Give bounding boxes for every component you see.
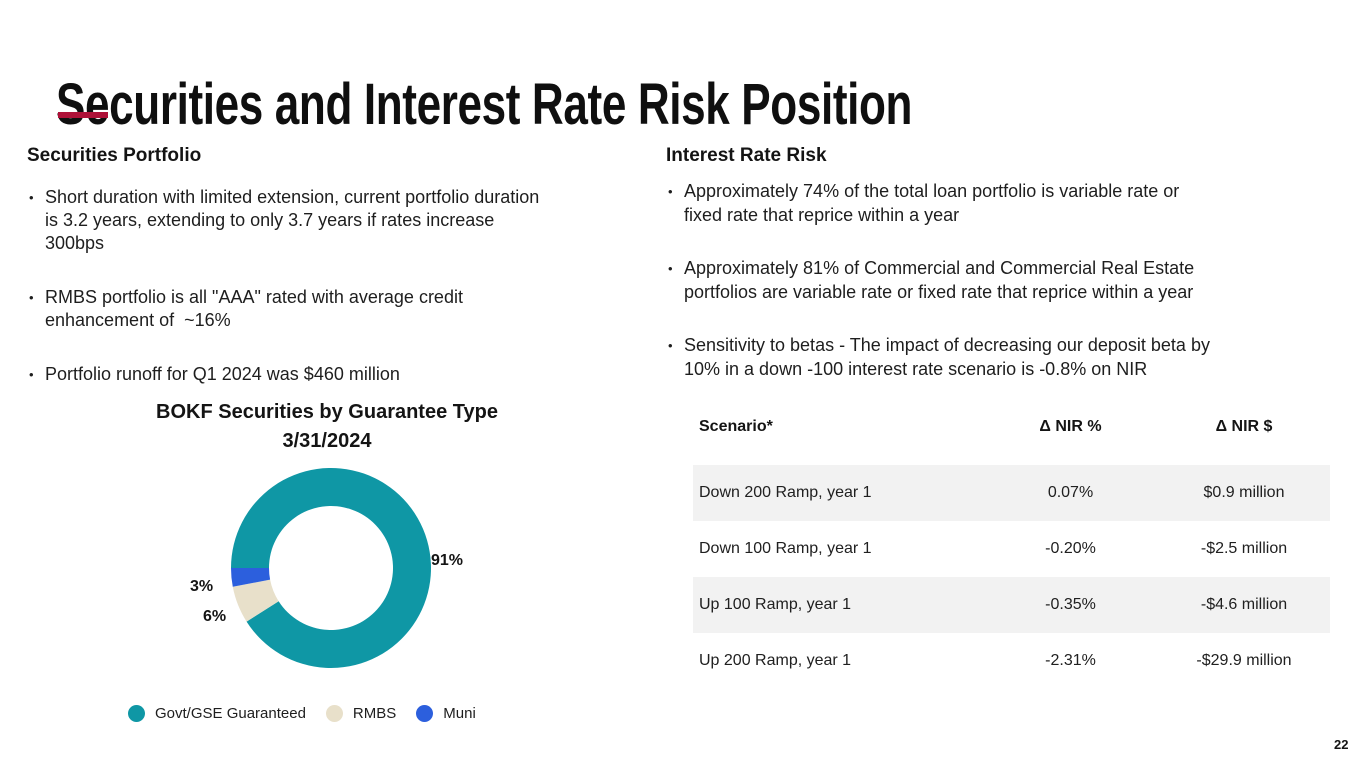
securities-portfolio-bullet-list: Short duration with limited extension, c… bbox=[27, 186, 652, 417]
table-cell: $0.9 million bbox=[1203, 484, 1285, 501]
legend-dot-icon bbox=[128, 705, 145, 722]
table-row: Down 200 Ramp, year 1 0.07% $0.9 million bbox=[693, 465, 1330, 521]
legend-label: RMBS bbox=[352, 705, 397, 722]
header-cell-scenario: Scenario* bbox=[699, 418, 773, 435]
securities-portfolio-heading: Securities Portfolio bbox=[27, 144, 202, 166]
bullet-line: 10% in a down -100 interest rate scenari… bbox=[684, 358, 1148, 379]
bullet-line: Sensitivity to betas - The impact of dec… bbox=[684, 335, 1210, 355]
chart-legend: Govt/GSE Guaranteed RMBS Muni bbox=[128, 705, 476, 722]
table-cell: -$29.9 million bbox=[1196, 652, 1292, 669]
donut-segment bbox=[231, 467, 431, 668]
bullet-item: Sensitivity to betas - The impact of dec… bbox=[666, 334, 1316, 381]
bullet-line: is 3.2 years, extending to only 3.7 year… bbox=[45, 210, 495, 230]
bullet-item: Approximately 81% of Commercial and Comm… bbox=[666, 257, 1316, 304]
bullet-line: Portfolio runoff for Q1 2024 was $460 mi… bbox=[45, 364, 400, 384]
bullet-item: RMBS portfolio is all "AAA" rated with a… bbox=[27, 286, 652, 332]
table-row: Up 100 Ramp, year 1 -0.35% -$4.6 million bbox=[693, 577, 1330, 633]
bullet-line: Short duration with limited extension, c… bbox=[45, 187, 540, 207]
legend-item-muni: Muni bbox=[416, 705, 476, 722]
donut-label-rmbs: 6% bbox=[203, 608, 227, 625]
table-row: Up 200 Ramp, year 1 -2.31% -$29.9 millio… bbox=[693, 633, 1330, 689]
page-title: Securities and Interest Rate Risk Positi… bbox=[56, 71, 913, 137]
chart-title: BOKF Securities by Guarantee Type 3/31/2… bbox=[27, 398, 627, 456]
nir-scenario-table: Scenario* Δ NIR % Δ NIR $ Down 200 Ramp,… bbox=[693, 413, 1330, 689]
donut-label-govt: 91% bbox=[431, 552, 464, 569]
table-cell: -$2.5 million bbox=[1200, 540, 1288, 557]
legend-item-rmbs: RMBS bbox=[325, 705, 397, 722]
interest-rate-risk-bullet-list: Approximately 74% of the total loan port… bbox=[666, 180, 1316, 411]
chart-title-line1: BOKF Securities by Guarantee Type bbox=[156, 401, 498, 423]
table-cell: -2.31% bbox=[1045, 652, 1096, 669]
page-number: 22 bbox=[1334, 737, 1349, 752]
table-cell: -0.20% bbox=[1045, 540, 1096, 557]
header-cell-nir-dollar: Δ NIR $ bbox=[1215, 418, 1273, 435]
bullet-line: enhancement of ~16% bbox=[45, 310, 231, 330]
header-cell-nir-pct: Δ NIR % bbox=[1039, 418, 1102, 435]
donut-label-muni: 3% bbox=[190, 578, 214, 595]
table-cell: -0.35% bbox=[1045, 596, 1096, 613]
bullet-line: RMBS portfolio is all "AAA" rated with a… bbox=[45, 287, 463, 307]
legend-label: Govt/GSE Guaranteed bbox=[155, 705, 306, 722]
bullet-line: Approximately 81% of Commercial and Comm… bbox=[684, 258, 1195, 278]
donut-segment bbox=[232, 579, 279, 622]
bullet-line: fixed rate that reprice within a year bbox=[684, 204, 960, 225]
bullet-item: Approximately 74% of the total loan port… bbox=[666, 180, 1316, 227]
bullet-line: 300bps bbox=[45, 233, 105, 253]
bullet-item: Portfolio runoff for Q1 2024 was $460 mi… bbox=[27, 363, 652, 386]
table-cell: Down 200 Ramp, year 1 bbox=[699, 484, 872, 501]
table-row: Down 100 Ramp, year 1 -0.20% -$2.5 milli… bbox=[693, 521, 1330, 577]
bullet-item: Short duration with limited extension, c… bbox=[27, 186, 652, 255]
legend-item-govt: Govt/GSE Guaranteed bbox=[128, 705, 306, 722]
chart-subtitle: 3/31/2024 bbox=[282, 430, 372, 452]
table-cell: 0.07% bbox=[1047, 484, 1094, 501]
bullet-line: Approximately 74% of the total loan port… bbox=[684, 181, 1180, 201]
legend-dot-icon bbox=[416, 705, 434, 722]
donut-chart bbox=[231, 467, 431, 668]
table-cell: Down 100 Ramp, year 1 bbox=[699, 540, 872, 557]
table-cell: Up 100 Ramp, year 1 bbox=[699, 596, 852, 613]
table-cell: -$4.6 million bbox=[1200, 596, 1288, 613]
interest-rate-risk-heading: Interest Rate Risk bbox=[666, 144, 827, 166]
donut-segment bbox=[231, 568, 271, 587]
legend-label: Muni bbox=[443, 705, 476, 722]
table-cell: Up 200 Ramp, year 1 bbox=[699, 652, 852, 669]
legend-dot-icon bbox=[325, 705, 343, 722]
title-accent-bar bbox=[58, 112, 108, 118]
bullet-line: portfolios are variable rate or fixed ra… bbox=[684, 281, 1194, 302]
table-header: Scenario* Δ NIR % Δ NIR $ bbox=[693, 413, 1330, 441]
